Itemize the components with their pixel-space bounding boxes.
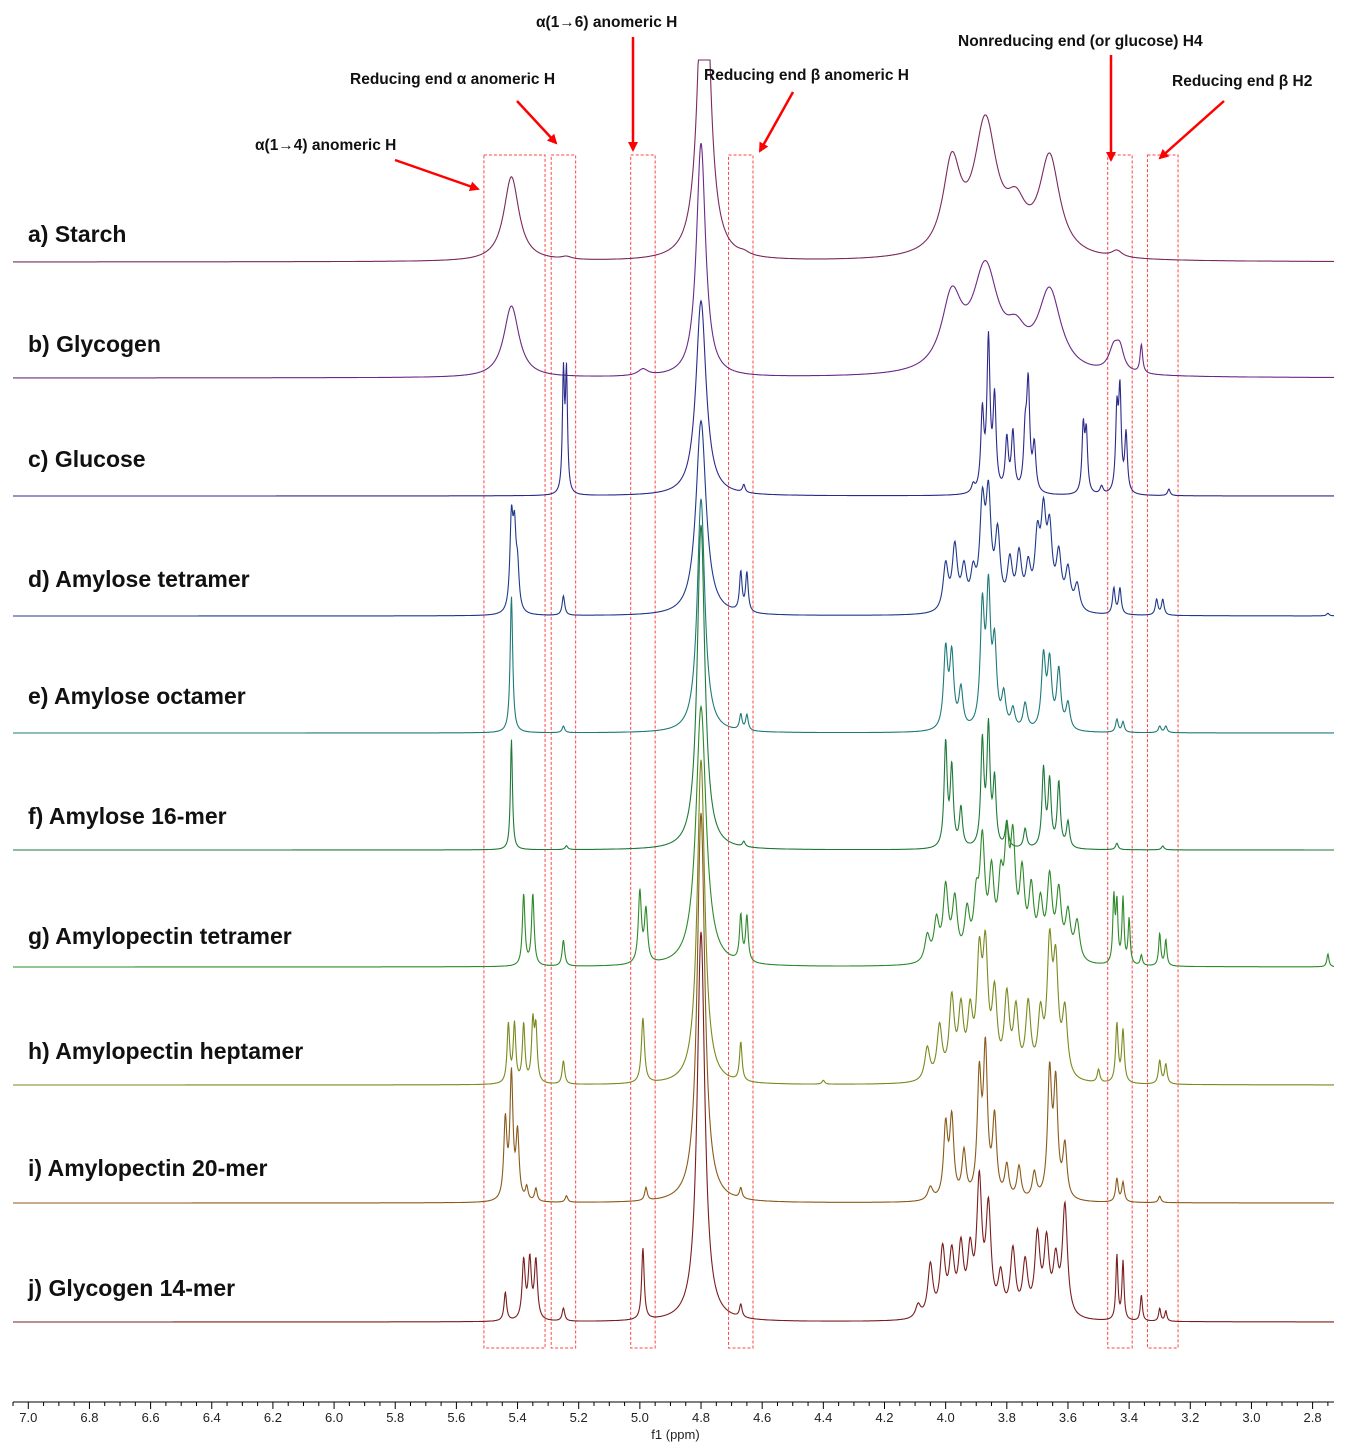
x-tick-label: 6.4: [203, 1410, 221, 1425]
annotation-arrow-3: [758, 91, 795, 153]
series-label-amylopectin-tetramer: g) Amylopectin tetramer: [28, 923, 292, 949]
highlight-region-3: [728, 154, 754, 1349]
series-label-amylopectin-heptamer: h) Amylopectin heptamer: [28, 1038, 304, 1064]
x-tick-label: 6.2: [264, 1410, 282, 1425]
x-tick-label: 3.4: [1120, 1410, 1138, 1425]
annotation-arrows: [394, 37, 1225, 192]
x-tick-label: 5.8: [386, 1410, 404, 1425]
annotation-arrow-1: [516, 100, 558, 145]
spectrum-trace-0: [13, 59, 1334, 263]
series-label-glycogen: b) Glycogen: [28, 331, 161, 357]
spectrum-trace-8: [13, 812, 1334, 1204]
annotation-reducing-end-beta-anomeric: Reducing end β anomeric H: [704, 67, 909, 84]
x-axis: 7.0 6.8 6.6 6.4 6.2 6.0 5.8 5.6 5.4 5.2 5.0 4.8 4.6 4…: [12, 1401, 1334, 1425]
series-label-starch: a) Starch: [28, 221, 127, 247]
x-tick-label: 6.0: [325, 1410, 343, 1425]
highlight-regions: [483, 154, 1179, 1349]
annotation-arrow-0: [394, 158, 480, 192]
highlight-region-0: [483, 154, 546, 1349]
x-tick-label: 5.6: [447, 1410, 465, 1425]
annotation-reducing-end-alpha-anomeric: Reducing end α anomeric H: [350, 71, 556, 88]
x-tick-label: 5.0: [631, 1410, 649, 1425]
annotation-alpha-1-6-anomeric: α(1→6) anomeric H: [536, 14, 678, 31]
x-tick-label: 2.8: [1304, 1410, 1322, 1425]
x-tick-label: 4.4: [814, 1410, 832, 1425]
x-tick-label: 4.8: [692, 1410, 710, 1425]
highlight-region-2: [630, 154, 656, 1349]
highlight-region-1: [550, 154, 577, 1349]
annotation-arrow-5: [1158, 100, 1225, 160]
annotation-alpha-1-4-anomeric: α(1→4) anomeric H: [255, 137, 397, 154]
x-tick-label: 5.2: [570, 1410, 588, 1425]
series-label-amylose-tetramer: d) Amylose tetramer: [28, 566, 250, 592]
x-axis-title: f1 (ppm): [651, 1427, 700, 1442]
highlight-region-4: [1107, 154, 1133, 1349]
spectrum-trace-1: [13, 142, 1334, 379]
x-tick-label: 3.2: [1181, 1410, 1199, 1425]
spectra-traces: [13, 59, 1335, 1323]
x-tick-label: 3.6: [1059, 1410, 1077, 1425]
x-tick-label: 4.0: [937, 1410, 955, 1425]
spectrum-trace-6: [13, 704, 1335, 968]
spectrum-trace-7: [13, 759, 1334, 1086]
x-tick-label: 7.0: [19, 1410, 37, 1425]
highlight-region-5: [1146, 154, 1179, 1349]
spectrum-trace-9: [13, 931, 1334, 1323]
spectrum-trace-4: [13, 498, 1334, 734]
x-tick-label: 6.6: [142, 1410, 160, 1425]
series-label-amylose-octamer: e) Amylose octamer: [28, 683, 246, 709]
series-label-amylose-16-mer: f) Amylose 16-mer: [28, 803, 227, 829]
x-tick-label: 4.2: [875, 1410, 893, 1425]
series-label-amylopectin-20-mer: i) Amylopectin 20-mer: [28, 1155, 268, 1181]
spectrum-trace-2: [13, 299, 1334, 497]
x-tick-label: 6.8: [80, 1410, 98, 1425]
x-tick-label: 4.6: [753, 1410, 771, 1425]
series-label-glycogen-14-mer: j) Glycogen 14-mer: [28, 1275, 236, 1301]
annotation-nonreducing-end-h4: Nonreducing end (or glucose) H4: [958, 33, 1203, 50]
spectrum-trace-3: [13, 419, 1334, 617]
series-label-glucose: c) Glucose: [28, 446, 146, 472]
x-tick-label: 3.0: [1242, 1410, 1260, 1425]
annotation-reducing-end-beta-h2: Reducing end β H2: [1172, 73, 1313, 90]
spectrum-trace-5: [13, 524, 1334, 851]
x-tick-label: 5.4: [509, 1410, 527, 1425]
x-tick-label: 3.8: [998, 1410, 1016, 1425]
